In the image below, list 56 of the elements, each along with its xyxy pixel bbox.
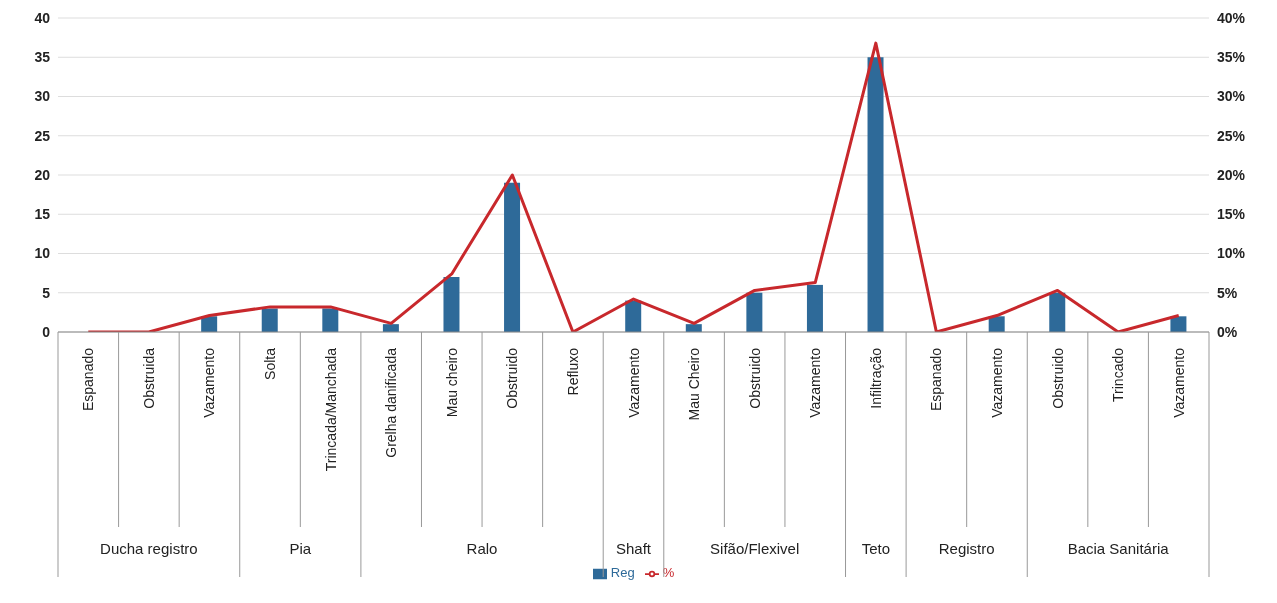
y2-tick-label: 30% bbox=[1217, 88, 1246, 105]
y2-tick-label: 0% bbox=[1217, 323, 1238, 340]
bar bbox=[746, 292, 763, 332]
x-tick-label: Mau cheiro bbox=[443, 347, 460, 418]
x-tick-label: Obstruida bbox=[140, 347, 157, 409]
y-tick-label: 15 bbox=[34, 206, 51, 223]
x-tick-label: Mau Cheiro bbox=[686, 347, 703, 421]
y2-tick-label: 40% bbox=[1217, 9, 1246, 26]
y2-tick-label: 10% bbox=[1217, 245, 1246, 262]
x-tick-label: Vazamento bbox=[625, 347, 642, 418]
bar bbox=[867, 57, 884, 332]
legend-label: Reg bbox=[610, 565, 635, 580]
x-tick-label: Vazamento bbox=[1170, 347, 1187, 418]
x-tick-label: Solta bbox=[262, 347, 279, 380]
x-tick-label: Obstruido bbox=[746, 347, 763, 409]
y2-tick-label: 5% bbox=[1217, 284, 1238, 301]
x-tick-label: Vazamento bbox=[807, 347, 824, 418]
x-tick-label: Obstruido bbox=[504, 347, 521, 409]
text: Sifão/Flexivel bbox=[710, 540, 800, 557]
y-tick-label: 30 bbox=[34, 88, 51, 105]
bar bbox=[504, 182, 521, 332]
bar bbox=[261, 308, 278, 332]
bar bbox=[322, 308, 339, 332]
y-tick-label: 20 bbox=[34, 166, 51, 183]
x-tick-label: Trincada/Manchada bbox=[322, 347, 339, 472]
text: Bacia Sanitária bbox=[1067, 540, 1170, 557]
x-tick-label: Refluxo bbox=[564, 347, 581, 396]
bar bbox=[625, 300, 642, 332]
y-tick-label: 25 bbox=[34, 127, 51, 144]
text: Registro bbox=[938, 540, 995, 557]
text: Shaft bbox=[615, 540, 652, 557]
y2-tick-label: 25% bbox=[1217, 127, 1246, 144]
legend-label: % bbox=[662, 565, 675, 580]
y-tick-label: 10 bbox=[34, 245, 51, 262]
y-tick-label: 35 bbox=[34, 49, 51, 66]
y2-tick-label: 20% bbox=[1217, 166, 1246, 183]
text: Pia bbox=[289, 540, 312, 557]
text: Teto bbox=[861, 540, 890, 557]
y-tick-label: 0 bbox=[42, 323, 51, 340]
x-tick-label: Obstruido bbox=[1049, 347, 1066, 409]
x-tick-label: Trincado bbox=[1110, 347, 1127, 402]
x-tick-label: Vazamento bbox=[988, 347, 1005, 418]
bar bbox=[1049, 292, 1066, 332]
x-tick-label: Espanado bbox=[928, 347, 945, 412]
text: Ducha registro bbox=[100, 540, 198, 557]
y2-tick-label: 15% bbox=[1217, 206, 1246, 223]
bar bbox=[806, 284, 823, 332]
x-tick-label: Vazamento bbox=[201, 347, 218, 418]
y-tick-label: 5 bbox=[42, 284, 51, 301]
text: Ralo bbox=[466, 540, 498, 557]
x-tick-label: Infiltração bbox=[867, 347, 884, 409]
x-tick-label: Grelha danificada bbox=[383, 347, 400, 458]
y-tick-label: 40 bbox=[34, 9, 51, 26]
x-tick-label: Espanado bbox=[80, 347, 97, 412]
y2-tick-label: 35% bbox=[1217, 49, 1246, 66]
bar bbox=[443, 277, 460, 332]
